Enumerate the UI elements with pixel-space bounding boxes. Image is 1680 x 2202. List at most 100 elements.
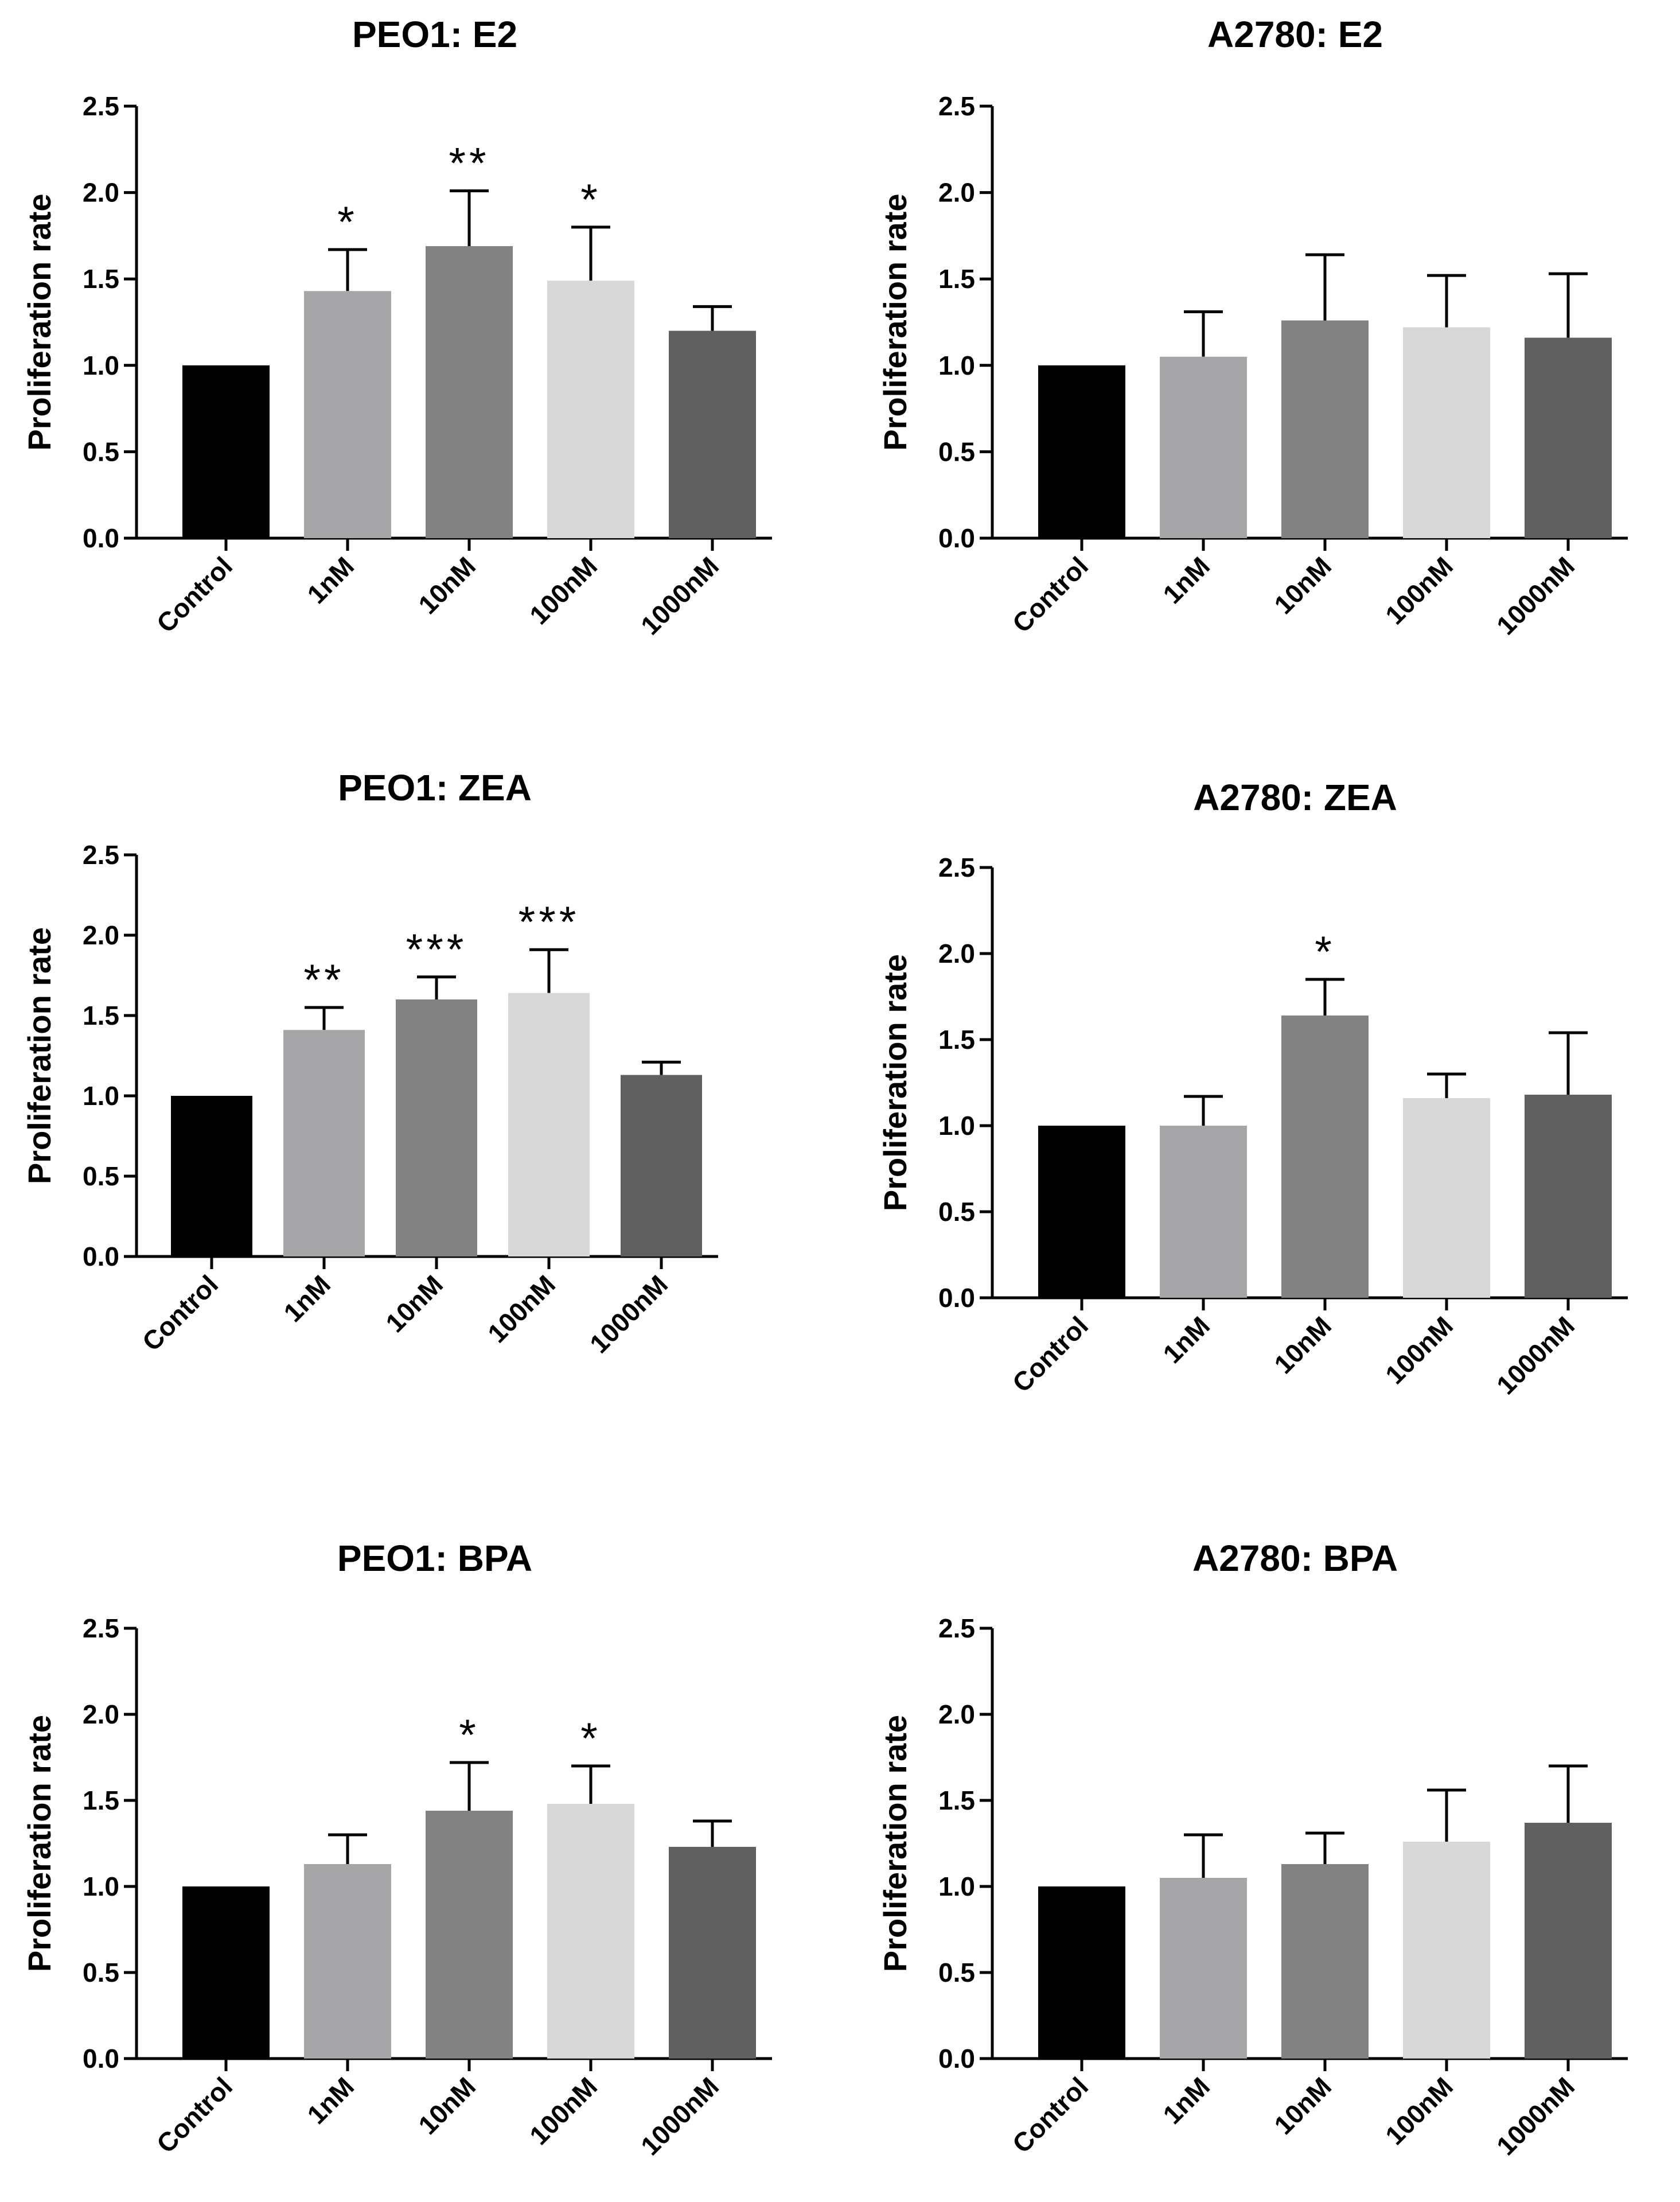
x-tick-label: 100nM (524, 551, 603, 630)
chart-title: A2780: ZEA (1193, 777, 1397, 818)
x-tick-label: 1000nM (1491, 1310, 1580, 1400)
bar (1525, 1095, 1612, 1298)
bar (1160, 356, 1247, 538)
y-tick-label: 1.5 (83, 1785, 119, 1815)
y-tick-label: 1.0 (938, 1872, 975, 1901)
y-tick-label: 0.0 (938, 523, 975, 553)
chart-title: A2780: BPA (1192, 1538, 1398, 1579)
y-tick-label: 0.5 (83, 1958, 119, 1987)
x-tick-label: 10nM (412, 2071, 481, 2140)
bar (1403, 1098, 1490, 1298)
x-tick-label: 1000nM (1491, 551, 1580, 640)
y-tick-label: 1.0 (938, 1111, 975, 1141)
y-tick-label: 2.5 (938, 853, 975, 882)
x-tick-label: 1000nM (635, 2071, 724, 2161)
bar (669, 1847, 756, 2059)
bar (426, 1811, 513, 2059)
chart-panel: PEO1: E2 Proliferation rate 0.0 0.5 1.0 1.5 2.… (21, 14, 772, 640)
bar (1403, 327, 1490, 538)
bar (304, 291, 391, 538)
y-tick-label: 2.0 (938, 1699, 975, 1729)
y-axis-label: Proliferation rate (21, 927, 57, 1184)
chart-panel: PEO1: BPA Proliferation rate 0.0 0.5 1.0 1.5 2… (21, 1538, 772, 2161)
y-tick-label: 0.0 (938, 1283, 975, 1313)
chart-title: PEO1: BPA (337, 1538, 532, 1579)
y-tick-label: 2.5 (938, 1613, 975, 1643)
y-tick-label: 2.0 (938, 178, 975, 208)
bar (547, 281, 634, 538)
x-tick-label: 1000nM (635, 551, 724, 640)
bar (1281, 1016, 1369, 1298)
y-tick-label: 1.5 (938, 1785, 975, 1815)
y-tick-label: 1.0 (938, 351, 975, 380)
y-tick-label: 2.5 (83, 1613, 119, 1643)
y-tick-label: 0.5 (83, 1161, 119, 1191)
x-tick-label: 1nM (301, 2071, 360, 2130)
x-tick-label: Control (1007, 551, 1094, 638)
x-tick-label: 1nM (1157, 2071, 1215, 2130)
y-tick-label: 0.0 (83, 523, 119, 553)
significance-label: * (580, 1714, 601, 1763)
bar (304, 1864, 391, 2059)
bar (547, 1804, 634, 2059)
bar (182, 1886, 270, 2059)
x-tick-label: 100nM (482, 1269, 561, 1348)
bar (1160, 1878, 1247, 2059)
y-tick-label: 0.0 (83, 2044, 119, 2073)
significance-label: * (459, 1711, 480, 1760)
y-axis-label: Proliferation rate (877, 954, 913, 1211)
chart-panel: PEO1: ZEA Proliferation rate 0.0 0.5 1.0 1.5 2… (21, 767, 718, 1359)
chart-panel: A2780: ZEA Proliferation rate 0.0 0.5 1.0 1.5… (877, 777, 1628, 1400)
x-tick-label: 1000nM (584, 1269, 673, 1359)
bar (1281, 1864, 1369, 2059)
chart-panel: A2780: E2 Proliferation rate 0.0 0.5 1.0 1.5 2… (877, 14, 1628, 640)
bar (426, 246, 513, 538)
bar (1160, 1126, 1247, 1298)
x-tick-label: 10nM (1268, 2071, 1337, 2140)
chart-panel: A2780: BPA Proliferation rate 0.0 0.5 1.0 1.5… (877, 1538, 1628, 2161)
y-tick-label: 0.0 (83, 1242, 119, 1271)
x-tick-label: 10nM (1268, 1310, 1337, 1379)
y-tick-label: 2.0 (938, 939, 975, 968)
chart-title: PEO1: ZEA (338, 767, 532, 808)
chart-title: A2780: E2 (1207, 14, 1383, 55)
y-tick-label: 0.5 (938, 1197, 975, 1227)
y-tick-label: 2.0 (83, 178, 119, 208)
y-tick-label: 1.5 (938, 264, 975, 294)
x-tick-label: 10nM (1268, 551, 1337, 620)
x-tick-label: 1nM (278, 1269, 336, 1328)
significance-label: * (337, 198, 358, 247)
y-axis-label: Proliferation rate (877, 1715, 913, 1972)
x-tick-label: 100nM (1379, 1310, 1459, 1390)
y-tick-label: 1.0 (83, 1081, 119, 1111)
y-tick-label: 1.5 (83, 264, 119, 294)
y-tick-label: 0.5 (938, 437, 975, 466)
x-tick-label: Control (1007, 1310, 1094, 1398)
y-tick-label: 2.5 (83, 91, 119, 121)
significance-label: * (1315, 928, 1335, 976)
y-tick-label: 1.5 (83, 1001, 119, 1030)
x-tick-label: Control (137, 1269, 224, 1356)
x-tick-label: 10nM (380, 1269, 449, 1338)
bar (283, 1030, 365, 1256)
x-tick-label: Control (151, 2071, 238, 2158)
bar (396, 999, 477, 1256)
x-tick-label: 100nM (1379, 2071, 1459, 2150)
y-tick-label: 2.0 (83, 920, 119, 950)
y-tick-label: 1.0 (83, 351, 119, 380)
y-tick-label: 0.0 (938, 2044, 975, 2073)
chart-title: PEO1: E2 (352, 14, 517, 55)
bar (171, 1096, 252, 1256)
bar (508, 993, 590, 1256)
x-tick-label: 1nM (1157, 1310, 1215, 1369)
y-tick-label: 1.5 (938, 1025, 975, 1055)
y-tick-label: 0.5 (83, 437, 119, 466)
x-tick-label: Control (1007, 2071, 1094, 2158)
bar (1038, 365, 1125, 538)
bar (1038, 1886, 1125, 2059)
bar (182, 365, 270, 538)
y-axis-label: Proliferation rate (21, 193, 57, 450)
y-axis-label: Proliferation rate (21, 1715, 57, 1972)
y-tick-label: 2.5 (938, 91, 975, 121)
bar (1281, 320, 1369, 538)
